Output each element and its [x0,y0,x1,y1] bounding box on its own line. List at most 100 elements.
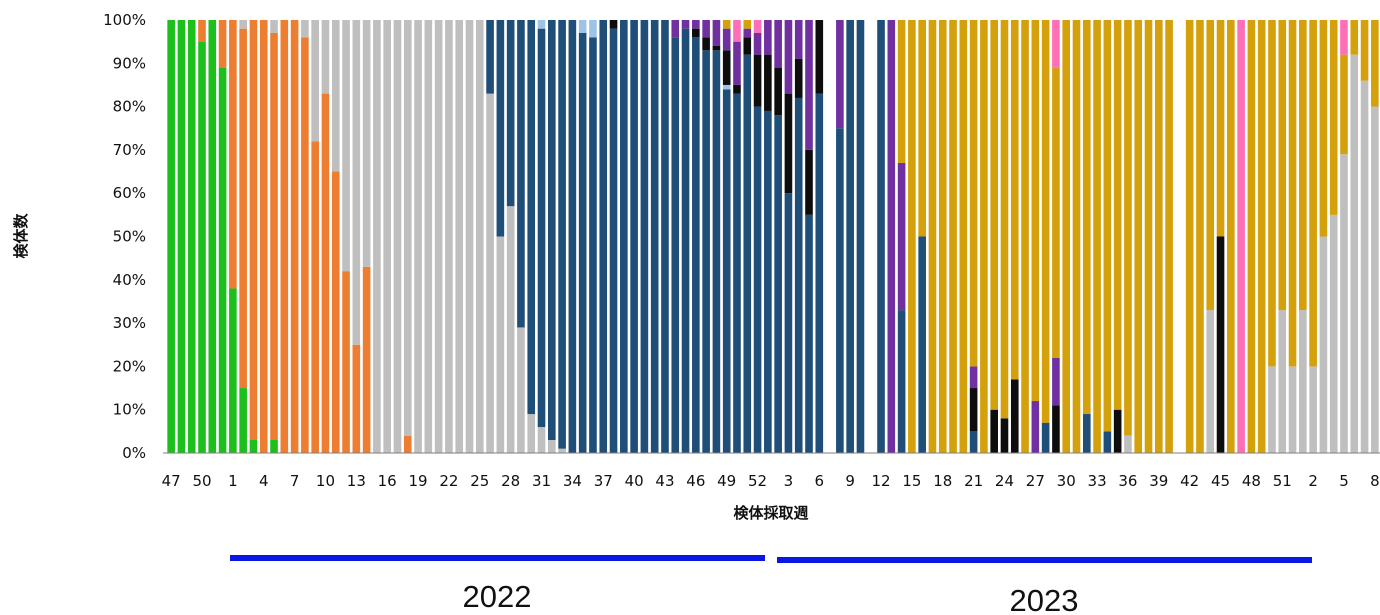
bar-segment-black [805,149,813,215]
bar-segment-black [702,37,710,51]
bar-segment-pink [753,20,762,33]
bar-segment-purple [681,20,690,29]
x-tick-label: 10 [316,472,335,490]
bar-segment-navy [599,20,608,453]
bar-segment-purple [764,20,772,55]
bar-segment-gold [1216,20,1225,237]
x-tick-label: 27 [1026,472,1045,490]
bar-segment-navy [506,20,515,207]
x-tick-label: 42 [1180,472,1199,490]
y-tick-label: 10% [113,401,146,419]
x-tick-label: 33 [1088,472,1107,490]
bar-segment-gold [1360,20,1369,81]
bar-segment-orange [229,20,237,289]
year-label-2022: 2022 [463,579,532,614]
bar-segment-navy [650,20,659,453]
bar-segment-black [1010,379,1019,453]
x-tick-label: 3 [784,472,794,490]
bar-segment-green [187,20,196,453]
bar-segment-purple [743,28,752,38]
x-tick-label: 7 [290,472,300,490]
bar-segment-lightblue [578,20,587,33]
bar-segment-navy [671,37,680,453]
bar-segment-navy [517,20,525,328]
bar-segment-gray [1340,154,1348,454]
bar-segment-gray [486,93,494,454]
bar-segment-navy [692,37,700,453]
bar-segment-orange [321,93,330,454]
bar-segment-gray [1309,366,1317,453]
bar-segment-gold [1093,20,1101,453]
bar-segment-orange [290,20,299,453]
bar-segment-black [815,20,824,94]
bar-segment-orange [259,20,268,453]
bar-segment-gray [403,20,412,436]
y-tick-label: 100% [103,11,146,29]
bar-segment-pink [1340,20,1348,55]
bar-segment-navy [743,54,752,453]
bar-segment-gray [383,20,391,453]
bar-segment-orange [239,28,247,389]
bar-segment-gold [1319,20,1328,237]
bar-segment-gray [455,20,464,453]
bar-segment-gray [321,20,330,94]
bar-segment-black [764,54,772,111]
bar-segment-black [990,409,998,453]
bar-segment-navy [897,310,906,453]
x-tick-label: 45 [1211,472,1230,490]
x-tick-label: 40 [625,472,644,490]
bar-segment-gold [743,20,752,29]
bar-segment-navy [548,20,556,441]
bar-segment-navy [661,20,669,453]
bar-segment-purple [887,20,896,453]
bar-segment-navy [558,20,566,449]
x-tick-label: 9 [845,472,855,490]
bar-segment-navy [877,20,885,453]
bar-segment-navy [527,20,536,415]
bar-segment-orange [362,266,371,453]
bar-segment-black [1113,409,1122,453]
bar-segment-gold [1350,20,1359,55]
bar-segment-gold [1309,20,1317,367]
bar-segment-gray [517,327,525,453]
bar-segment-gold [908,20,916,453]
bar-segment-orange [280,20,289,453]
x-axis-title: 検体採取週 [733,504,808,522]
bar-segment-navy [537,28,546,428]
bar-segment-gold [1288,20,1297,367]
bar-segment-gold [949,20,957,453]
bar-segment-gold [918,20,926,237]
bar-segment-gray [1268,366,1276,453]
bar-segment-pink [733,20,741,42]
bar-segment-navy [568,20,577,453]
x-tick-label: 16 [378,472,397,490]
bar-segment-gold [1227,20,1235,453]
bar-segment-orange [249,20,258,441]
bar-segment-gold [1155,20,1163,453]
bar-segment-navy [630,20,638,453]
bar-segment-purple [805,20,813,150]
x-tick-label: 6 [815,472,825,490]
y-tick-label: 90% [113,54,146,72]
bar-segment-navy [774,115,782,453]
bar-segment-navy [846,20,854,453]
bar-segment-gray [331,20,340,172]
bar-segment-orange [301,37,309,453]
x-tick-label: 47 [162,472,181,490]
bar-segment-gold [1113,20,1122,410]
bar-segment-gray [1329,214,1338,453]
bar-segment-black [692,28,700,38]
bar-segment-gray [1319,236,1328,453]
bar-segment-black [1216,236,1225,453]
bar-segment-purple [836,20,844,129]
bar-segment-navy [640,20,649,453]
bar-segment-gray [1206,310,1215,453]
bar-segment-navy [1041,422,1050,453]
bar-segment-pink [1237,20,1245,453]
bar-segment-gold [1031,20,1040,402]
bar-segment-black [1000,418,1009,453]
bar-segment-gold [928,20,937,453]
bar-segment-navy [620,20,628,453]
bar-segment-gold [1196,20,1204,453]
bar-segment-purple [692,20,700,29]
